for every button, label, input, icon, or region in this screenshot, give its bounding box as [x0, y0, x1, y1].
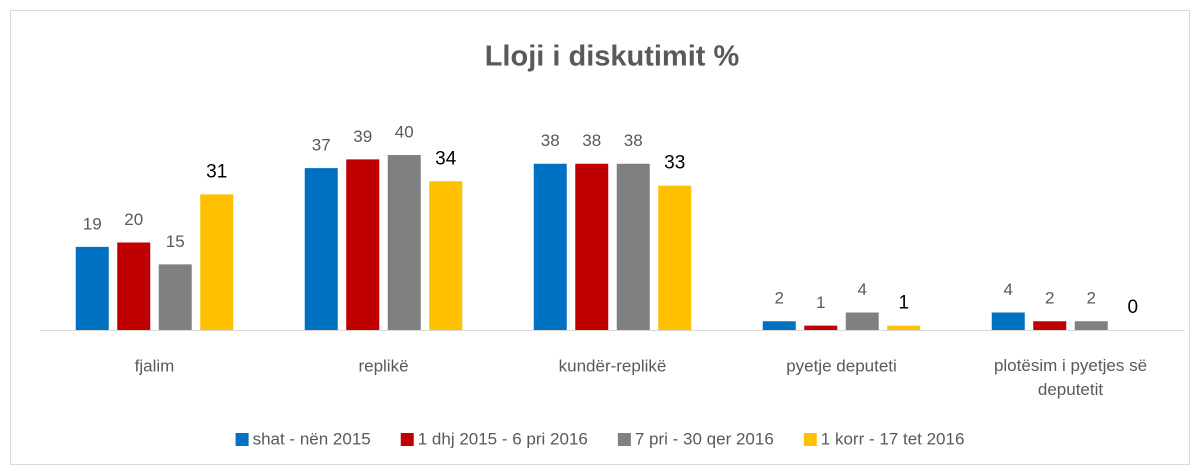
legend-label: 1 dhj 2015 - 6 pri 2016 [418, 429, 588, 448]
value-label: 19 [83, 214, 102, 233]
legend: shat - nën 2015 1 dhj 2015 - 6 pri 2016 7 … [235, 429, 965, 448]
x-tick-label: fjalim [135, 356, 175, 375]
chart-title: Lloji i diskutimit % [485, 41, 740, 73]
value-label: 15 [166, 232, 185, 251]
bar [845, 312, 879, 330]
value-label: 38 [624, 131, 643, 150]
bar [304, 168, 338, 330]
legend-swatch [803, 433, 817, 446]
x-tick-label: replikë [358, 356, 408, 375]
value-label: 31 [206, 161, 227, 182]
bar [1033, 321, 1067, 330]
value-label: 1 [816, 293, 825, 312]
bar [200, 194, 234, 330]
x-tick-label-line: deputetit [1038, 380, 1103, 399]
bar [429, 181, 463, 330]
legend-label: 1 korr - 17 tet 2016 [821, 429, 965, 448]
value-label: 33 [664, 153, 685, 174]
bar [75, 246, 109, 330]
bar [887, 325, 921, 330]
bar [575, 163, 609, 330]
x-tick-label-line: plotësim i pyetjes së [994, 356, 1147, 375]
value-label: 4 [858, 280, 867, 299]
legend-swatch [617, 433, 631, 446]
value-label: 20 [124, 210, 143, 229]
bar [387, 155, 421, 330]
value-label: 2 [1087, 289, 1096, 308]
legend-label: 7 pri - 30 qer 2016 [635, 429, 774, 448]
bar [533, 163, 567, 330]
bar [616, 163, 650, 330]
bar [158, 264, 192, 330]
legend-label: shat - nën 2015 [253, 429, 371, 448]
value-label: 4 [1004, 280, 1013, 299]
bar [658, 185, 692, 330]
bar [991, 312, 1025, 330]
bar [346, 159, 380, 330]
value-label: 38 [541, 131, 560, 150]
value-label: 38 [582, 131, 601, 150]
value-label: 0 [1127, 297, 1138, 318]
value-label: 2 [1045, 289, 1054, 308]
value-label: 40 [395, 122, 414, 141]
x-tick-label: pyetje deputeti [786, 356, 897, 375]
bar [762, 321, 796, 330]
value-label: 39 [353, 127, 372, 146]
x-tick-label: plotësim i pyetjes së deputetit [994, 356, 1147, 399]
value-label: 1 [898, 293, 909, 314]
bar [804, 325, 838, 330]
value-label: 34 [435, 148, 457, 169]
legend-swatch [400, 433, 414, 446]
bar [1074, 321, 1108, 330]
value-label: 2 [775, 289, 784, 308]
x-tick-label: kundër-replikë [559, 356, 667, 375]
bar [117, 242, 151, 330]
legend-swatch [235, 433, 249, 446]
value-label: 37 [312, 136, 331, 155]
